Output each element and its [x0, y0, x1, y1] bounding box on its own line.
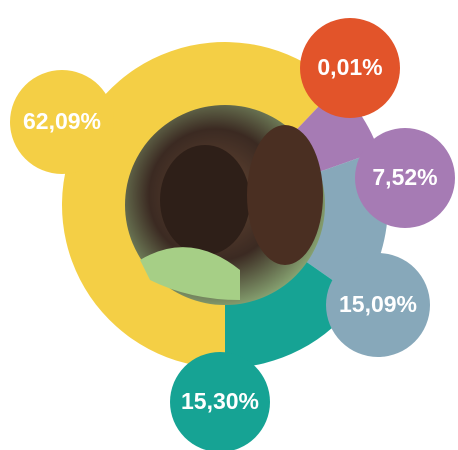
photo-mother: [247, 125, 323, 265]
value-label: 62,09%: [23, 108, 101, 134]
chart: 62,09% 0,01% 7,52% 15,09% 15,30%: [0, 0, 458, 450]
value-label: 15,30%: [181, 388, 259, 414]
value-label: 15,09%: [339, 291, 417, 317]
value-label: 0,01%: [317, 54, 382, 80]
value-label: 7,52%: [372, 164, 437, 190]
photo-child: [160, 145, 250, 255]
